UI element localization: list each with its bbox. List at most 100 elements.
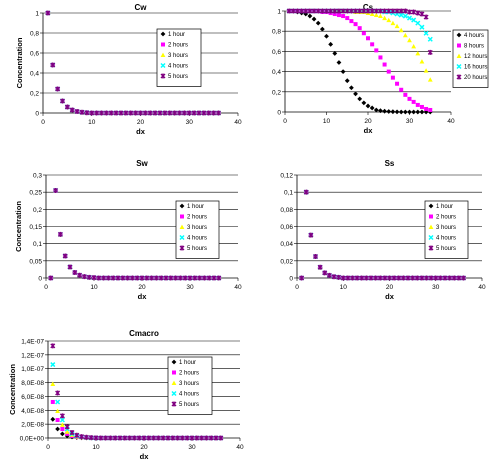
legend-marker [171, 401, 177, 407]
data-point [390, 20, 396, 26]
data-point [123, 110, 129, 116]
data-point [391, 275, 397, 281]
data-point [55, 390, 61, 396]
data-point [427, 49, 433, 55]
data-point [373, 12, 379, 18]
data-point [153, 275, 159, 281]
data-point [134, 275, 140, 281]
data-point [328, 8, 334, 14]
data-point [415, 109, 421, 115]
data-point [324, 33, 329, 39]
y-tick-label: 0,15 [29, 224, 42, 231]
legend-label: 1 hour [436, 204, 453, 210]
data-point [411, 9, 417, 15]
data-point [206, 275, 212, 281]
x-axis-label: dx [138, 292, 148, 301]
y-tick-label: 0,04 [280, 241, 293, 248]
data-point [194, 435, 200, 441]
y-tick-label: 0,0E+00 [20, 436, 45, 443]
data-point [113, 110, 119, 116]
data-point [131, 435, 137, 441]
y-tick-label: 0,4 [272, 69, 281, 76]
data-point [336, 274, 342, 280]
data-point [332, 51, 338, 56]
data-point [402, 32, 408, 38]
legend-marker [429, 214, 433, 219]
data-point [184, 435, 190, 441]
legend: 1 hour 2 hours 3 hours 4 hours 5 hours [424, 200, 469, 259]
data-point [48, 275, 54, 281]
data-point [411, 109, 417, 115]
data-point [79, 434, 85, 440]
data-point [407, 9, 412, 15]
legend-marker [171, 380, 177, 385]
data-point [50, 416, 56, 422]
data-point [307, 8, 313, 14]
data-point [419, 11, 425, 17]
data-point [74, 432, 80, 438]
data-point [141, 435, 147, 441]
data-point [65, 431, 70, 436]
legend-label: 2 hours [187, 215, 207, 221]
y-tick-label: 0,2 [33, 207, 42, 214]
data-point [423, 68, 429, 73]
data-point [349, 19, 354, 24]
data-point [390, 8, 396, 14]
data-point [216, 275, 222, 281]
data-point [64, 104, 70, 110]
data-point [369, 8, 375, 14]
data-point [149, 275, 155, 281]
data-point [139, 275, 145, 281]
data-point [419, 275, 425, 281]
legend-marker [160, 31, 166, 37]
data-point [133, 110, 139, 116]
data-point [340, 275, 346, 281]
data-point [378, 108, 383, 114]
data-point [136, 435, 142, 441]
data-point [187, 275, 193, 281]
data-point [427, 36, 433, 42]
data-point [357, 96, 363, 102]
x-tick-label: 40 [447, 118, 455, 125]
legend-marker [179, 203, 185, 209]
y-tick-label: 0,2 [30, 91, 39, 98]
data-point [108, 110, 114, 116]
data-point [406, 15, 413, 21]
legend-marker [160, 62, 166, 69]
data-point [348, 8, 354, 14]
data-point [86, 274, 92, 280]
legend: 4 hours 8 hours 12 hours 16 hours 20 hours [452, 29, 489, 88]
data-point [84, 110, 90, 116]
data-point [177, 110, 182, 116]
y-tick-label: 1,4E-07 [21, 339, 44, 346]
data-point [55, 426, 60, 432]
data-point [181, 110, 187, 116]
data-point [357, 26, 362, 31]
y-tick-label: 0,1 [284, 190, 293, 197]
data-point [98, 435, 104, 441]
legend-marker [171, 390, 177, 397]
legend-marker [428, 234, 434, 241]
data-point [151, 435, 157, 441]
data-point [206, 110, 212, 116]
y-axis-label: Concentration [14, 201, 23, 252]
y-tick-label: 6,0E-08 [21, 394, 44, 401]
data-point [173, 275, 179, 281]
data-point [423, 14, 429, 20]
data-point [55, 86, 61, 92]
data-point [117, 435, 123, 441]
data-point [353, 8, 359, 14]
data-point [107, 435, 113, 441]
data-point [103, 110, 109, 116]
data-point [369, 105, 375, 111]
data-point [378, 55, 383, 60]
data-point [69, 107, 75, 113]
data-point [50, 399, 55, 404]
data-point [315, 20, 321, 26]
data-point [424, 106, 429, 111]
data-point [191, 110, 197, 116]
legend-label: 4 hours [187, 236, 207, 242]
data-point [415, 102, 420, 107]
